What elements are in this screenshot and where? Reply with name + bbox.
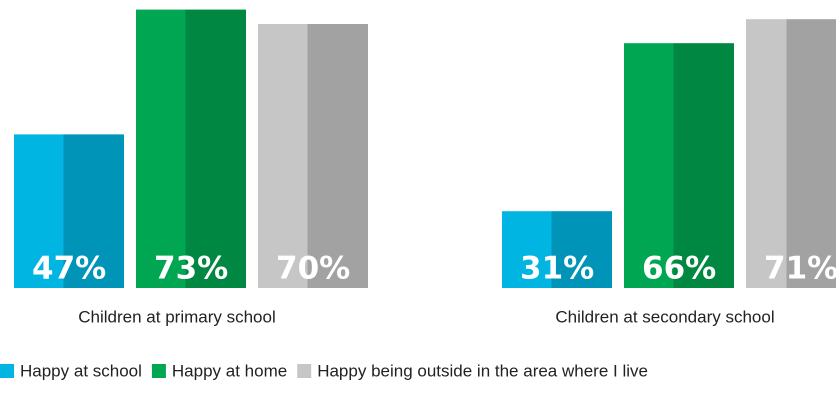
bar-shade [63, 134, 124, 288]
value-label: 70% [276, 251, 350, 287]
legend-swatch [151, 364, 166, 378]
bar [502, 211, 612, 288]
bar-shade [185, 9, 246, 288]
bar [14, 134, 124, 288]
group-label: Children at primary school [78, 307, 275, 326]
bar-shade [786, 19, 836, 288]
legend-label: Happy at school [20, 361, 142, 380]
value-label: 47% [32, 251, 106, 287]
legend-swatch [297, 364, 312, 378]
legend-label: Happy being outside in the area where I … [317, 361, 648, 380]
legend-swatch [0, 364, 14, 378]
bar [136, 9, 246, 288]
legend-label: Happy at home [172, 361, 287, 380]
bar [624, 43, 734, 289]
value-label: 66% [642, 251, 716, 287]
value-label: 31% [520, 251, 594, 287]
bar [258, 24, 368, 288]
bar-shade [307, 24, 368, 288]
bar [746, 19, 836, 288]
bar-shade [551, 211, 612, 288]
value-label: 73% [154, 251, 228, 287]
value-label: 71% [764, 251, 838, 287]
group-label: Children at secondary school [555, 307, 774, 326]
bar-shade [673, 43, 734, 289]
